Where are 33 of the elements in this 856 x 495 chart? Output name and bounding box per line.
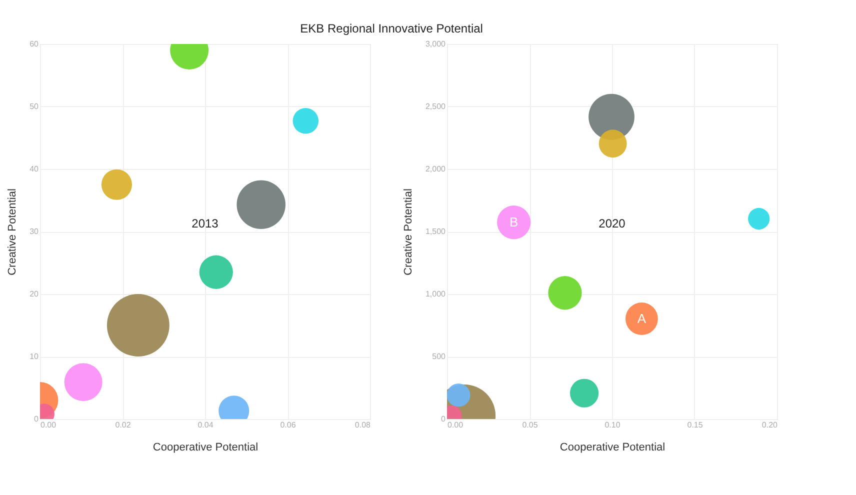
x-tick-label: 0.08 [354,420,372,430]
x-tick-label: 0.00 [40,420,57,430]
chart-title: EKB Regional Innovative Potential [300,22,483,36]
x-tick-label: 0.05 [522,420,538,430]
y-tick-label: 0 [441,414,446,424]
y-tick-label: 50 [30,102,40,111]
x-tick-label: 0.15 [687,420,704,430]
y-tick-label: 2,000 [425,164,446,174]
y-tick-label: 1,500 [425,227,446,236]
x-tick-label: 0.04 [198,420,214,430]
x-axis-title: Cooperative Potential [152,442,258,454]
y-tick-label: 40 [30,164,40,174]
y-tick-label: 500 [432,352,446,361]
annotation: A [637,310,646,326]
y-tick-label: 20 [30,290,40,298]
y-tick-label: 30 [30,227,40,236]
x-tick-label: 0.06 [280,420,296,430]
x-tick-label: 0.20 [762,420,778,430]
y-tick-label: 1,000 [425,290,446,298]
y-tick-label: 3,000 [425,40,446,48]
x-axis-title: Cooperative Potential [560,442,666,454]
x-tick-label: 0.10 [604,420,621,430]
annotation: 2013 [192,216,219,230]
y-axis-title: Creative Potential [402,188,414,276]
x-tick-label: 0.02 [115,420,132,430]
y-tick-label: 10 [30,352,40,361]
y-tick-label: 2,500 [425,102,446,111]
y-tick-label: 60 [30,40,40,48]
annotation: 2020 [598,216,626,230]
annotation: B [509,214,518,230]
y-axis-title: Creative Potential [6,188,19,276]
y-tick-label: 0 [34,414,40,424]
x-tick-label: 0.00 [448,420,464,430]
